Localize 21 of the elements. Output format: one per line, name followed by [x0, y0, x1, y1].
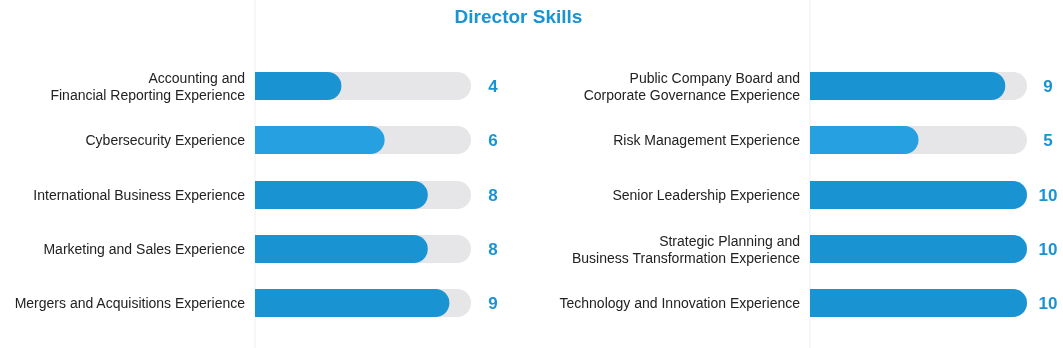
data-label: 6: [488, 130, 498, 150]
data-label: 9: [488, 293, 498, 313]
y-tick-label: Marketing and Sales Experience: [43, 241, 246, 257]
y-tick-label: Public Company Board and Corporate Governance Experience: [583, 69, 801, 103]
data-label: 8: [488, 239, 498, 259]
y-tick-label: Senior Leadership Experience: [612, 187, 801, 203]
data-label: 9: [1043, 76, 1053, 96]
y-tick-label: Risk Management Experience: [613, 132, 801, 148]
y-tick-label: Strategic Planning and Business Transformation Experience: [572, 232, 801, 266]
y-tick-label: Mergers and Acquisitions Experience: [14, 295, 246, 311]
data-label: 8: [488, 185, 498, 205]
text: Director Skills: [454, 5, 583, 27]
y-tick-label: Accounting and Financial Reporting Experience: [50, 69, 246, 103]
y-tick-label: International Business Experience: [33, 187, 246, 203]
data-label: 10: [1038, 185, 1058, 205]
data-label: 10: [1038, 293, 1058, 313]
y-tick-label: Technology and Innovation Experience: [559, 295, 801, 311]
data-label: 4: [488, 76, 499, 96]
data-label: 10: [1038, 239, 1058, 259]
y-tick-label: Cybersecurity Experience: [85, 132, 246, 148]
data-label: 5: [1043, 130, 1053, 150]
